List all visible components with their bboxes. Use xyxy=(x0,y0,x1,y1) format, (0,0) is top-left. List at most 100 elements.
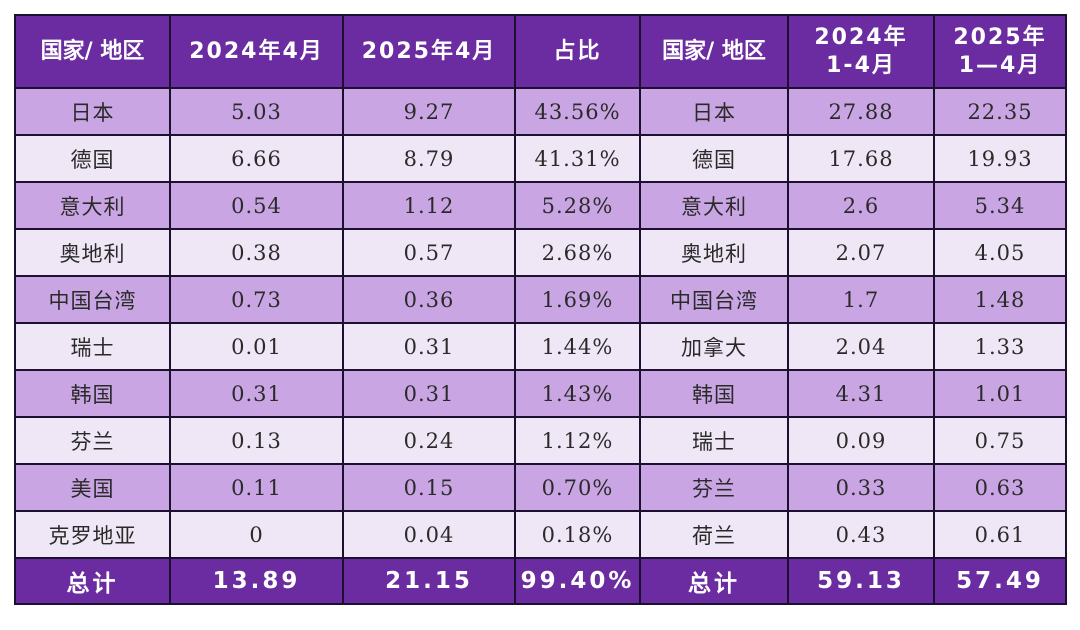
cell-share: 2.68% xyxy=(514,228,641,277)
cell-ytd-2024: 4.31 xyxy=(787,369,935,418)
cell-left-region: 克罗地亚 xyxy=(14,510,171,559)
cell-left-region: 美国 xyxy=(14,463,171,512)
total-apr-2024: 13.89 xyxy=(169,557,344,605)
cell-right-region: 瑞士 xyxy=(639,416,789,465)
cell-apr-2025: 0.31 xyxy=(342,369,516,418)
cell-left-region: 芬兰 xyxy=(14,416,171,465)
cell-ytd-2025: 1.48 xyxy=(933,275,1067,324)
cell-apr-2025: 0.57 xyxy=(342,228,516,277)
cell-apr-2025: 0.31 xyxy=(342,322,516,371)
cell-share: 0.70% xyxy=(514,463,641,512)
header-ytd-2024-range: 1-4月 xyxy=(826,52,896,78)
cell-right-region: 奥地利 xyxy=(639,228,789,277)
cell-ytd-2025: 19.93 xyxy=(933,134,1067,183)
header-ytd-2025-range: 1—4月 xyxy=(958,52,1042,78)
cell-left-region: 德国 xyxy=(14,134,171,183)
cell-apr-2024: 0.54 xyxy=(169,181,344,230)
header-ytd-2025-year: 2025年 xyxy=(953,24,1047,50)
total-ytd-2025: 57.49 xyxy=(933,557,1067,605)
cell-ytd-2024: 2.6 xyxy=(787,181,935,230)
cell-right-region: 韩国 xyxy=(639,369,789,418)
cell-ytd-2024: 0.33 xyxy=(787,463,935,512)
cell-ytd-2024: 27.88 xyxy=(787,87,935,136)
cell-left-region: 瑞士 xyxy=(14,322,171,371)
cell-share: 43.56% xyxy=(514,87,641,136)
total-left-label: 总计 xyxy=(14,557,171,605)
table-row: 克罗地亚 0 0.04 0.18% 荷兰 0.43 0.61 xyxy=(14,510,1067,559)
cell-left-region: 日本 xyxy=(14,87,171,136)
cell-apr-2024: 0 xyxy=(169,510,344,559)
import-by-country-table: 国家/ 地区 2024年4月 2025年4月 占比 国家/ 地区 2024年 1… xyxy=(14,14,1067,605)
cell-ytd-2024: 1.7 xyxy=(787,275,935,324)
header-apr-2025: 2025年4月 xyxy=(342,14,516,89)
cell-apr-2025: 8.79 xyxy=(342,134,516,183)
header-row: 国家/ 地区 2024年4月 2025年4月 占比 国家/ 地区 2024年 1… xyxy=(14,14,1067,89)
cell-left-region: 意大利 xyxy=(14,181,171,230)
cell-apr-2025: 0.04 xyxy=(342,510,516,559)
cell-right-region: 加拿大 xyxy=(639,322,789,371)
cell-share: 5.28% xyxy=(514,181,641,230)
cell-apr-2024: 6.66 xyxy=(169,134,344,183)
cell-apr-2024: 0.13 xyxy=(169,416,344,465)
cell-left-region: 中国台湾 xyxy=(14,275,171,324)
cell-right-region: 中国台湾 xyxy=(639,275,789,324)
cell-apr-2025: 9.27 xyxy=(342,87,516,136)
cell-ytd-2025: 0.63 xyxy=(933,463,1067,512)
table-row: 中国台湾 0.73 0.36 1.69% 中国台湾 1.7 1.48 xyxy=(14,275,1067,324)
table-row: 瑞士 0.01 0.31 1.44% 加拿大 2.04 1.33 xyxy=(14,322,1067,371)
table-row: 日本 5.03 9.27 43.56% 日本 27.88 22.35 xyxy=(14,87,1067,136)
cell-apr-2024: 0.11 xyxy=(169,463,344,512)
table-row: 韩国 0.31 0.31 1.43% 韩国 4.31 1.01 xyxy=(14,369,1067,418)
cell-share: 1.69% xyxy=(514,275,641,324)
data-table-container: 国家/ 地区 2024年4月 2025年4月 占比 国家/ 地区 2024年 1… xyxy=(14,14,1067,605)
cell-right-region: 芬兰 xyxy=(639,463,789,512)
cell-right-region: 荷兰 xyxy=(639,510,789,559)
cell-right-region: 德国 xyxy=(639,134,789,183)
header-share: 占比 xyxy=(514,14,641,89)
cell-ytd-2024: 17.68 xyxy=(787,134,935,183)
cell-apr-2024: 0.73 xyxy=(169,275,344,324)
cell-apr-2025: 1.12 xyxy=(342,181,516,230)
cell-share: 1.44% xyxy=(514,322,641,371)
header-right-region: 国家/ 地区 xyxy=(639,14,789,89)
cell-apr-2024: 5.03 xyxy=(169,87,344,136)
cell-ytd-2025: 4.05 xyxy=(933,228,1067,277)
cell-ytd-2025: 0.61 xyxy=(933,510,1067,559)
cell-apr-2025: 0.36 xyxy=(342,275,516,324)
cell-right-region: 意大利 xyxy=(639,181,789,230)
cell-ytd-2024: 0.43 xyxy=(787,510,935,559)
cell-apr-2025: 0.24 xyxy=(342,416,516,465)
table-row: 意大利 0.54 1.12 5.28% 意大利 2.6 5.34 xyxy=(14,181,1067,230)
cell-share: 1.43% xyxy=(514,369,641,418)
cell-share: 0.18% xyxy=(514,510,641,559)
table-row: 美国 0.11 0.15 0.70% 芬兰 0.33 0.63 xyxy=(14,463,1067,512)
total-row: 总计 13.89 21.15 99.40% 总计 59.13 57.49 xyxy=(14,557,1067,605)
total-right-label: 总计 xyxy=(639,557,789,605)
cell-apr-2024: 0.38 xyxy=(169,228,344,277)
cell-share: 1.12% xyxy=(514,416,641,465)
cell-right-region: 日本 xyxy=(639,87,789,136)
header-ytd-2024-year: 2024年 xyxy=(814,24,908,50)
cell-ytd-2024: 0.09 xyxy=(787,416,935,465)
cell-share: 41.31% xyxy=(514,134,641,183)
cell-apr-2024: 0.01 xyxy=(169,322,344,371)
header-left-region: 国家/ 地区 xyxy=(14,14,171,89)
total-apr-2025: 21.15 xyxy=(342,557,516,605)
cell-left-region: 韩国 xyxy=(14,369,171,418)
table-row: 奥地利 0.38 0.57 2.68% 奥地利 2.07 4.05 xyxy=(14,228,1067,277)
cell-left-region: 奥地利 xyxy=(14,228,171,277)
total-ytd-2024: 59.13 xyxy=(787,557,935,605)
cell-ytd-2024: 2.07 xyxy=(787,228,935,277)
header-ytd-2025: 2025年 1—4月 xyxy=(933,14,1067,89)
cell-ytd-2025: 1.01 xyxy=(933,369,1067,418)
cell-apr-2024: 0.31 xyxy=(169,369,344,418)
table-row: 芬兰 0.13 0.24 1.12% 瑞士 0.09 0.75 xyxy=(14,416,1067,465)
cell-ytd-2025: 0.75 xyxy=(933,416,1067,465)
cell-ytd-2024: 2.04 xyxy=(787,322,935,371)
cell-ytd-2025: 1.33 xyxy=(933,322,1067,371)
cell-ytd-2025: 5.34 xyxy=(933,181,1067,230)
cell-ytd-2025: 22.35 xyxy=(933,87,1067,136)
header-apr-2024: 2024年4月 xyxy=(169,14,344,89)
cell-apr-2025: 0.15 xyxy=(342,463,516,512)
header-ytd-2024: 2024年 1-4月 xyxy=(787,14,935,89)
